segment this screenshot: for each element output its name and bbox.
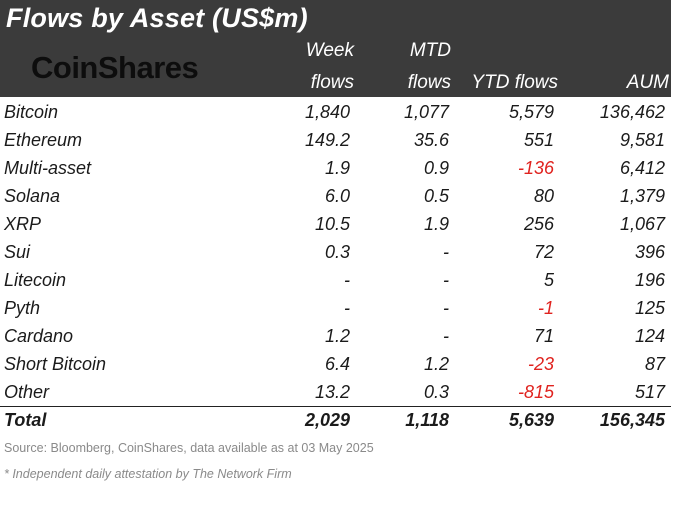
header-aum-line2: AUM [626,72,669,93]
ytd-flows-cell: 80 [533,186,554,206]
week-flows-cell: 10.5 [314,214,350,234]
table-row: Ethereum 149.2 35.6 551 9,581 [0,127,671,155]
total-aum: 156,345 [599,410,665,430]
mtd-flows-cell: 35.6 [413,130,449,150]
week-flows-cell: 6.0 [324,186,350,206]
table-header: Flows by Asset (US$m) CoinShares Week fl… [0,0,671,97]
aum-cell: 1,379 [619,186,665,206]
ytd-flows-cell: -1 [537,298,554,318]
header-mtd-line1: MTD [409,40,451,61]
week-flows-cell: 149.2 [304,130,350,150]
asset-name: Solana [4,186,61,206]
week-flows-cell: - [344,298,350,318]
table-row: Solana 6.0 0.5 80 1,379 [0,183,671,211]
week-flows-cell: 1.9 [324,158,350,178]
asset-name: Short Bitcoin [4,354,107,374]
asset-name: Ethereum [4,130,83,150]
asset-name: Sui [4,242,31,262]
aum-cell: 136,462 [599,102,665,122]
asset-name: Pyth [4,298,41,318]
week-flows-cell: 6.4 [324,354,350,374]
ytd-flows-cell: 5,579 [508,102,554,122]
aum-cell: 87 [644,354,665,374]
total-divider [0,406,671,407]
table-row: XRP 10.5 1.9 256 1,067 [0,211,671,239]
asset-name: Cardano [4,326,74,346]
asset-name: XRP [4,214,42,234]
source-note: Source: Bloomberg, CoinShares, data avai… [4,441,374,455]
table-row: Cardano 1.2 - 71 124 [0,323,671,351]
mtd-flows-cell: - [443,326,449,346]
table-row: Short Bitcoin 6.4 1.2 -23 87 [0,351,671,379]
header-week-line2: flows [310,72,354,93]
ytd-flows-cell: 71 [533,326,554,346]
aum-cell: 125 [634,298,665,318]
asset-name: Bitcoin [4,102,59,122]
table-row: Bitcoin 1,840 1,077 5,579 136,462 [0,99,671,127]
week-flows-cell: 0.3 [324,242,350,262]
header-mtd-flows: MTD flows [331,40,451,100]
header-aum: AUM [549,40,669,100]
header-ytd-line2: YTD flows [471,72,558,93]
week-flows-cell: 1,840 [304,102,350,122]
ytd-flows-cell: 256 [523,214,554,234]
ytd-flows-cell: 72 [533,242,554,262]
total-mtd: 1,118 [405,410,449,430]
mtd-flows-cell: 1,077 [403,102,449,122]
aum-cell: 396 [634,242,665,262]
total-label: Total [4,410,47,430]
mtd-flows-cell: - [443,242,449,262]
asset-name: Litecoin [4,270,67,290]
asset-name: Other [4,382,50,402]
ytd-flows-cell: 5 [543,270,554,290]
total-week: 2,029 [304,410,350,430]
mtd-flows-cell: 0.9 [423,158,449,178]
mtd-flows-cell: 1.2 [423,354,449,374]
table-row: Multi-asset 1.9 0.9 -136 6,412 [0,155,671,183]
mtd-flows-cell: - [443,298,449,318]
week-flows-cell: 1.2 [324,326,350,346]
aum-cell: 9,581 [619,130,665,150]
attestation-footnote: * Independent daily attestation by The N… [4,467,292,481]
table-title: Flows by Asset (US$m) [6,3,308,33]
week-flows-cell: 13.2 [314,382,350,402]
mtd-flows-cell: - [443,270,449,290]
mtd-flows-cell: 0.3 [423,382,449,402]
mtd-flows-cell: 1.9 [423,214,449,234]
table-row: Other 13.2 0.3 -815 517 [0,379,671,407]
total-ytd: 5,639 [508,410,554,430]
aum-cell: 1,067 [619,214,665,234]
header-ytd-flows: YTD flows [438,40,558,100]
header-mtd-line2: flows [407,72,451,93]
ytd-flows-cell: -23 [527,354,554,374]
ytd-flows-cell: 551 [523,130,554,150]
total-row: Total 2,029 1,118 5,639 156,345 [0,407,671,435]
coinshares-logo: CoinShares [31,50,199,85]
aum-cell: 196 [634,270,665,290]
table-row: Sui 0.3 - 72 396 [0,239,671,267]
header-week-flows: Week flows [234,40,354,100]
week-flows-cell: - [344,270,350,290]
table-row: Pyth - - -1 125 [0,295,671,323]
asset-name: Multi-asset [4,158,92,178]
ytd-flows-cell: -136 [517,158,554,178]
aum-cell: 124 [634,326,665,346]
aum-cell: 517 [634,382,665,402]
table-row: Litecoin - - 5 196 [0,267,671,295]
mtd-flows-cell: 0.5 [423,186,449,206]
header-week-line1: Week [305,40,354,61]
ytd-flows-cell: -815 [517,382,554,402]
aum-cell: 6,412 [619,158,665,178]
